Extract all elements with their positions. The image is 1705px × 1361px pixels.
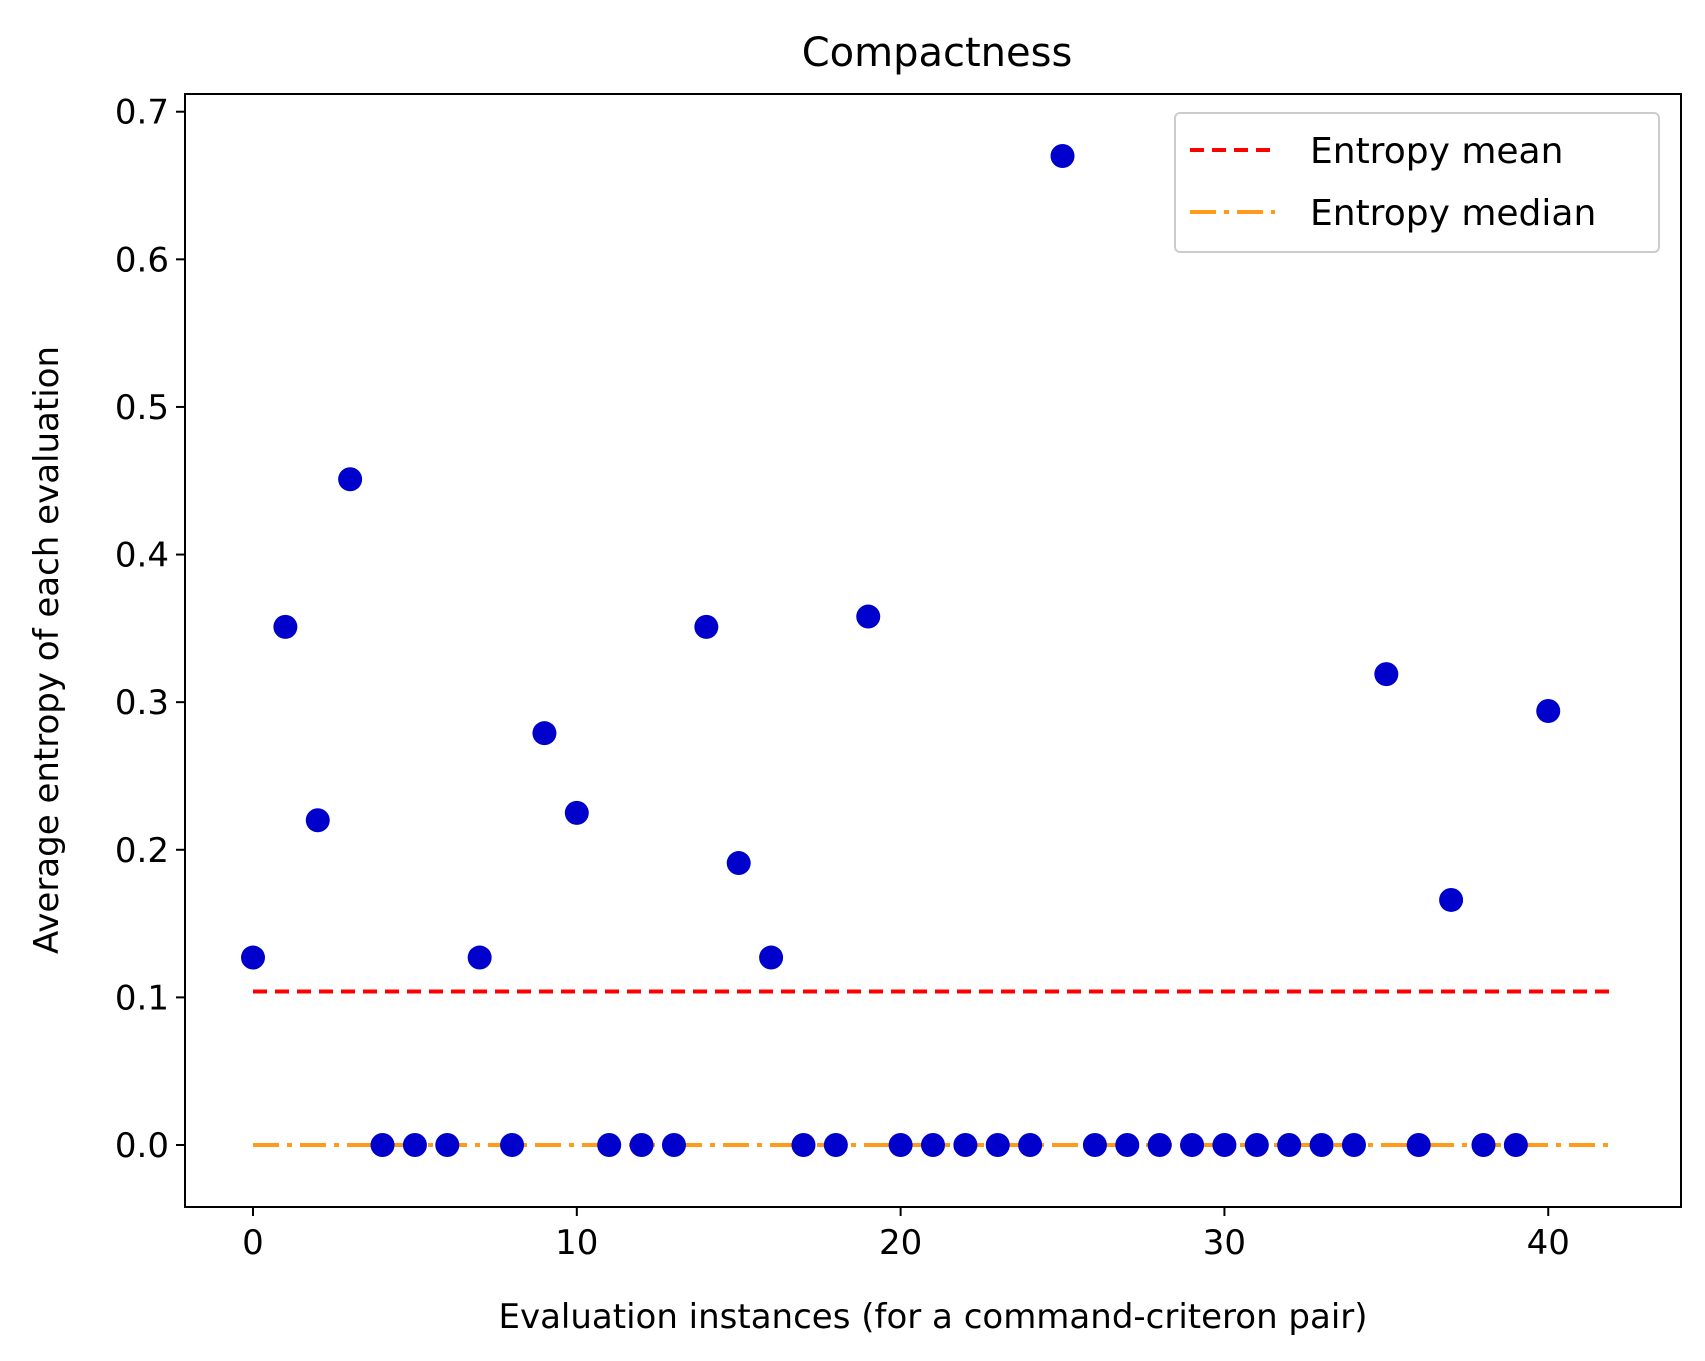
data-point: [726, 851, 751, 876]
data-point: [1244, 1133, 1269, 1158]
data-point: [1406, 1133, 1431, 1158]
data-point: [1341, 1133, 1366, 1158]
data-point: [1018, 1133, 1043, 1158]
plot-frame: [184, 93, 1682, 1208]
x-tick-label: 10: [555, 1223, 598, 1263]
data-point: [1082, 1133, 1107, 1158]
x-tick-label: 0: [242, 1223, 264, 1263]
data-point: [1115, 1133, 1140, 1158]
data-point: [694, 614, 719, 639]
data-point: [888, 1133, 913, 1158]
y-axis-label: Average entropy of each evaluation: [27, 346, 67, 954]
y-axis: 0.0 0.1 0.2 0.3 0.4 0.5 0.6 0.7: [115, 93, 185, 1166]
data-point: [467, 945, 492, 970]
y-tick-label: 0.1: [115, 978, 169, 1018]
chart-title: Compactness: [802, 30, 1073, 76]
data-point: [661, 1133, 686, 1158]
data-point: [1277, 1133, 1302, 1158]
data-point: [435, 1133, 460, 1158]
data-point: [338, 467, 363, 492]
data-point: [1050, 143, 1075, 168]
data-point: [1536, 699, 1561, 724]
data-point: [759, 945, 784, 970]
y-tick-label: 0.0: [115, 1126, 169, 1166]
data-point: [1180, 1133, 1205, 1158]
data-point: [532, 721, 557, 746]
y-tick-label: 0.4: [115, 536, 169, 576]
data-point: [500, 1133, 525, 1158]
data-point: [564, 800, 589, 825]
legend-box: [1174, 112, 1660, 253]
legend-label-entropy-median: Entropy median: [1310, 193, 1596, 234]
legend-label-entropy-mean: Entropy mean: [1310, 131, 1563, 172]
data-point: [305, 808, 330, 833]
data-point: [629, 1133, 654, 1158]
x-tick-label: 30: [1203, 1223, 1246, 1263]
data-point: [370, 1133, 395, 1158]
data-point: [402, 1133, 427, 1158]
data-point: [1374, 662, 1399, 687]
y-tick-label: 0.7: [115, 93, 169, 133]
legend: Entropy mean Entropy median: [1174, 112, 1660, 253]
data-point: [823, 1133, 848, 1158]
data-point: [985, 1133, 1010, 1158]
data-point: [921, 1133, 945, 1158]
data-point: [1439, 887, 1464, 912]
x-axis: 0 10 20 30 40: [242, 1207, 1570, 1263]
data-point: [273, 614, 298, 639]
plot-area: [241, 143, 1613, 1158]
data-point: [241, 945, 265, 970]
x-axis-label: Evaluation instances (for a command-crit…: [498, 1297, 1367, 1337]
data-point: [1503, 1133, 1528, 1158]
x-tick-label: 40: [1527, 1223, 1570, 1263]
data-point: [1212, 1133, 1237, 1158]
data-point: [1309, 1133, 1334, 1158]
y-tick-label: 0.2: [115, 831, 169, 871]
data-point: [597, 1133, 622, 1158]
y-tick-label: 0.5: [115, 388, 169, 428]
x-tick-label: 20: [879, 1223, 922, 1263]
data-point: [791, 1133, 816, 1158]
y-tick-label: 0.3: [115, 683, 169, 723]
data-point: [1471, 1133, 1496, 1158]
data-point: [856, 604, 881, 629]
data-point: [1147, 1133, 1172, 1158]
data-point: [953, 1133, 978, 1158]
y-tick-label: 0.6: [115, 240, 169, 280]
